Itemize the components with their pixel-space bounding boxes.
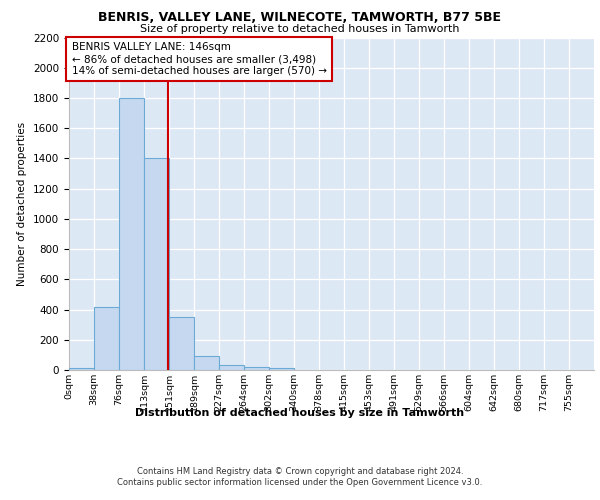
Bar [219,364,244,370]
Bar [244,367,269,370]
Text: BENRIS VALLEY LANE: 146sqm
← 86% of detached houses are smaller (3,498)
14% of s: BENRIS VALLEY LANE: 146sqm ← 86% of deta… [71,42,326,76]
Bar [269,368,294,370]
Bar [94,306,119,370]
Text: BENRIS, VALLEY LANE, WILNECOTE, TAMWORTH, B77 5BE: BENRIS, VALLEY LANE, WILNECOTE, TAMWORTH… [98,11,502,24]
Bar [144,158,169,370]
Bar [194,356,219,370]
Text: Size of property relative to detached houses in Tamworth: Size of property relative to detached ho… [140,24,460,34]
Text: Distribution of detached houses by size in Tamworth: Distribution of detached houses by size … [136,408,464,418]
Y-axis label: Number of detached properties: Number of detached properties [17,122,28,286]
Bar [119,98,144,370]
Text: Contains HM Land Registry data © Crown copyright and database right 2024.
Contai: Contains HM Land Registry data © Crown c… [118,468,482,487]
Bar [169,317,194,370]
Bar [69,368,94,370]
